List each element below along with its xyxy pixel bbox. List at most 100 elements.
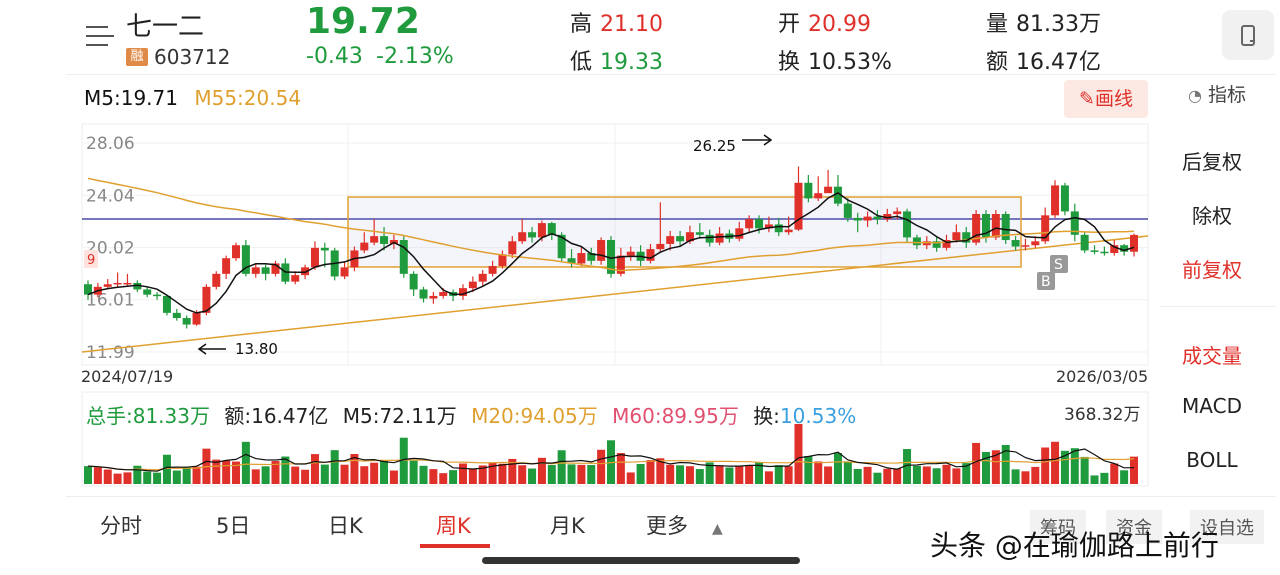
side-item-cq[interactable]: 除权 bbox=[1192, 204, 1232, 228]
current-price: 19.72 bbox=[306, 1, 420, 42]
add-watchlist-button[interactable]: 设自选 bbox=[1190, 510, 1264, 544]
volume-bar bbox=[794, 424, 803, 484]
menu-icon[interactable] bbox=[86, 24, 114, 50]
candle-body bbox=[153, 294, 162, 297]
vol-m20: M20:94.05万 bbox=[471, 404, 598, 428]
volume-bar bbox=[981, 451, 990, 484]
vol-ma5-line bbox=[87, 448, 1135, 472]
consolidation-box bbox=[347, 196, 1022, 268]
volume-bar bbox=[912, 465, 921, 484]
volume-bar bbox=[153, 472, 162, 484]
candle-body bbox=[685, 232, 694, 242]
volume-bar bbox=[93, 467, 102, 484]
side-item-macd[interactable]: MACD bbox=[1182, 394, 1242, 418]
volume-bar bbox=[537, 457, 546, 484]
volume-bar bbox=[261, 466, 270, 484]
candle-body bbox=[409, 273, 418, 290]
candle-body bbox=[143, 289, 152, 295]
chips-button[interactable]: 筹码 bbox=[1030, 510, 1086, 544]
price-change-pct: -2.13% bbox=[376, 44, 454, 69]
draw-line-button[interactable]: ✎画线 bbox=[1064, 80, 1148, 118]
side-item-volume[interactable]: 成交量 bbox=[1182, 344, 1242, 368]
volume-bar bbox=[133, 465, 142, 484]
candle-body bbox=[123, 282, 132, 285]
volume-bar bbox=[695, 469, 704, 484]
candle-body bbox=[370, 236, 379, 243]
volume-bar bbox=[922, 466, 931, 484]
candle-body bbox=[478, 273, 487, 282]
volume-bar bbox=[182, 466, 191, 484]
funds-button[interactable]: 资金 bbox=[1106, 510, 1162, 544]
candle-body bbox=[320, 247, 329, 251]
landscape-toggle-button[interactable] bbox=[1222, 10, 1274, 60]
volume-bar bbox=[84, 466, 92, 484]
candle-body bbox=[1060, 185, 1069, 212]
ma5-line bbox=[87, 192, 1135, 314]
low-annotation: 13.80 bbox=[235, 340, 278, 358]
candle-body bbox=[804, 182, 813, 199]
candle-body bbox=[952, 232, 961, 241]
volume-bar bbox=[1051, 441, 1060, 484]
volume-bar bbox=[784, 466, 793, 484]
tab-5day[interactable]: 5日 bbox=[216, 514, 251, 538]
volume-bar bbox=[942, 464, 951, 484]
volume-bar bbox=[1060, 450, 1069, 484]
volume-bar bbox=[1021, 471, 1030, 484]
tab-weekly[interactable]: 周K bbox=[436, 514, 471, 538]
volume-bar bbox=[873, 472, 882, 484]
candle-body bbox=[271, 263, 280, 274]
candle-body bbox=[458, 288, 467, 296]
side-item-boll[interactable]: BOLL bbox=[1186, 448, 1238, 472]
candle-body bbox=[567, 258, 576, 264]
volume-bar bbox=[1120, 470, 1129, 484]
volume-bar bbox=[419, 465, 428, 484]
chart-grid bbox=[81, 123, 1149, 366]
y-tick-label: 11.99 bbox=[86, 343, 135, 363]
vol-ma20-line bbox=[87, 457, 1135, 471]
low-stat: 低 19.33 bbox=[570, 50, 663, 75]
volume-bar bbox=[1090, 475, 1099, 484]
volume-bar bbox=[320, 464, 329, 484]
volume-bar bbox=[774, 465, 783, 484]
tab-daily[interactable]: 日K bbox=[328, 514, 363, 538]
volume-bar bbox=[389, 470, 398, 484]
candle-body bbox=[1011, 240, 1020, 247]
tab-more[interactable]: 更多 ▲ bbox=[646, 514, 723, 538]
candle-body bbox=[695, 232, 704, 235]
volume-bar bbox=[547, 465, 556, 484]
price-change: -0.43 bbox=[306, 44, 363, 69]
indicator-button[interactable]: ◔ 指标 bbox=[1188, 84, 1247, 106]
volume-frame bbox=[81, 391, 1149, 487]
candle-body bbox=[399, 240, 408, 274]
candle-body bbox=[192, 312, 201, 325]
volume-bar bbox=[370, 462, 379, 484]
side-item-hfq[interactable]: 后复权 bbox=[1182, 150, 1242, 174]
volume-bar bbox=[626, 472, 635, 484]
candle-body bbox=[310, 247, 319, 268]
volume-bar bbox=[666, 464, 675, 484]
candle-body bbox=[291, 275, 300, 282]
volume-bar bbox=[458, 463, 467, 484]
candle-body bbox=[360, 242, 369, 251]
candle-body bbox=[222, 258, 231, 274]
candle-body bbox=[863, 216, 872, 221]
candle-body bbox=[547, 223, 556, 235]
candle-body bbox=[912, 237, 921, 246]
side-item-qfq[interactable]: 前复权 bbox=[1182, 258, 1242, 282]
candle-body bbox=[439, 292, 448, 296]
low-arrow-head bbox=[197, 343, 207, 355]
candle-body bbox=[429, 295, 438, 299]
volume-bar bbox=[715, 465, 724, 484]
tab-monthly[interactable]: 月K bbox=[550, 514, 585, 538]
tab-intraday[interactable]: 分时 bbox=[100, 514, 142, 538]
volume-bar bbox=[478, 465, 487, 484]
candle-body bbox=[241, 245, 250, 274]
volume-bar bbox=[409, 460, 418, 484]
volume-bar bbox=[1011, 469, 1020, 484]
candle-body bbox=[991, 214, 1000, 238]
home-indicator[interactable] bbox=[482, 557, 800, 564]
vol-amount: 额:16.47亿 bbox=[224, 404, 329, 428]
candle-body bbox=[508, 241, 517, 255]
amount-stat: 额 16.47亿 bbox=[986, 50, 1101, 75]
